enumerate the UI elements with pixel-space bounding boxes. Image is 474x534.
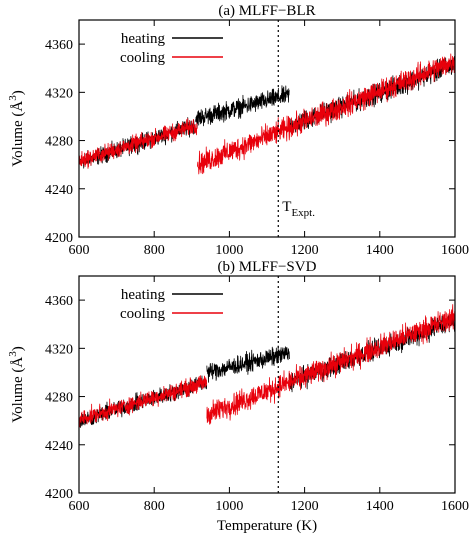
y-tick-label: 4200 <box>45 231 73 246</box>
legend-label-cooling: cooling <box>120 50 165 66</box>
y-axis-label-main: Volume ( <box>10 112 26 167</box>
x-axis-label: Temperature (K) <box>217 518 317 534</box>
series-line-cooling <box>79 304 455 428</box>
y-axis-label-close: ) <box>10 90 26 95</box>
y-axis-label-main: Volume ( <box>10 368 26 423</box>
y-axis-label-unit: Å <box>10 357 26 368</box>
x-tick-label: 600 <box>69 243 90 258</box>
legend-label-cooling: cooling <box>120 306 165 322</box>
panel-a: (a) MLFF−BLR 600 800 1000 1200 1400 1600 4200 42… <box>7 3 469 258</box>
panel-title: (b) MLFF−SVD <box>218 259 317 275</box>
x-tick-label: 800 <box>144 243 165 258</box>
y-tick-label: 4280 <box>45 391 73 406</box>
x-tick-label: 1000 <box>215 499 243 514</box>
y-axis-label: Volume (Å3) <box>7 90 26 166</box>
x-tick-label: 1400 <box>366 499 394 514</box>
legend: heating cooling <box>120 287 223 322</box>
annotation-texpt: TExpt. <box>282 199 315 219</box>
y-tick-label: 4240 <box>45 439 73 454</box>
annotation-main: T <box>282 199 291 215</box>
legend-label-heating: heating <box>121 31 166 47</box>
plot-frame <box>78 275 456 494</box>
x-tick-label: 800 <box>144 499 165 514</box>
x-tick-label: 1600 <box>441 243 469 258</box>
y-tick-label: 4240 <box>45 183 73 198</box>
plot-frame <box>78 19 456 238</box>
data-traces <box>79 304 455 428</box>
series-line-cooling <box>79 53 455 175</box>
y-tick-label: 4360 <box>45 294 73 309</box>
y-tick-label: 4320 <box>45 86 73 101</box>
x-tick-label: 600 <box>69 499 90 514</box>
legend-label-heating: heating <box>121 287 166 303</box>
series-line-heating <box>79 314 455 428</box>
y-tick-label: 4320 <box>45 342 73 357</box>
y-tick-label: 4200 <box>45 487 73 502</box>
x-tick-label: 1000 <box>215 243 243 258</box>
y-axis-label-close: ) <box>10 346 26 351</box>
data-traces <box>79 53 455 175</box>
y-axis-label-exp: 3 <box>7 95 19 101</box>
y-axis-label-exp: 3 <box>7 351 19 357</box>
annotation-sub: Expt. <box>291 207 315 219</box>
x-tick-label: 1600 <box>441 499 469 514</box>
y-axis-label-unit: Å <box>10 101 26 112</box>
x-tick-label: 1200 <box>291 243 319 258</box>
legend: heating cooling <box>120 31 223 66</box>
y-tick-label: 4360 <box>45 38 73 53</box>
y-tick-label: 4280 <box>45 135 73 150</box>
panel-b: (b) MLFF−SVD 600 800 1000 1200 1400 1600 4200 42… <box>7 259 469 534</box>
x-tick-label: 1400 <box>366 243 394 258</box>
panel-title: (a) MLFF−BLR <box>218 3 315 19</box>
y-axis-label: Volume (Å3) <box>7 346 26 422</box>
x-tick-label: 1200 <box>291 499 319 514</box>
